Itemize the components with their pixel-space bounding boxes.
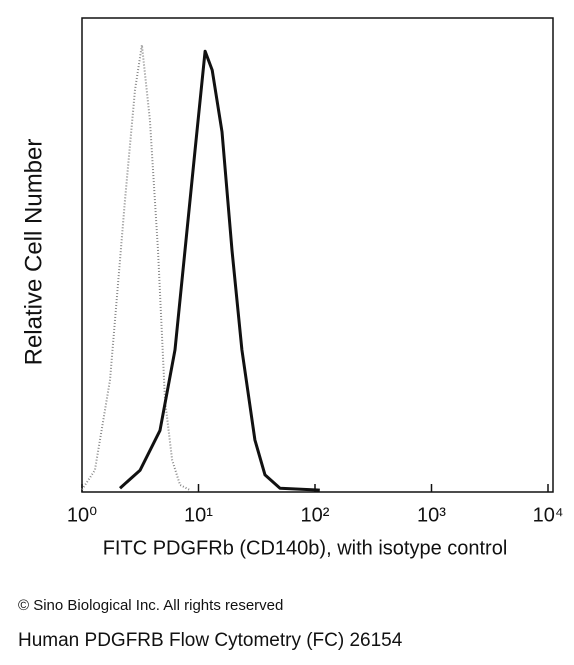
x-tick-label: 10⁰ (67, 504, 97, 526)
y-axis-label: Relative Cell Number (20, 139, 47, 366)
copyright: © Sino Biological Inc. All rights reserv… (18, 597, 283, 614)
x-tick-label: 10⁴ (533, 504, 564, 526)
histogram-line (81, 44, 191, 491)
histogram-line (118, 49, 320, 492)
caption: Human PDGFRB Flow Cytometry (FC) 26154 (18, 630, 403, 651)
x-tick-label: 10³ (417, 504, 446, 526)
x-tick-label: 10¹ (184, 504, 213, 526)
x-axis-label: FITC PDGFRb (CD140b), with isotype contr… (103, 537, 508, 559)
plot-frame (81, 17, 554, 493)
x-tick-label: 10² (301, 504, 330, 526)
